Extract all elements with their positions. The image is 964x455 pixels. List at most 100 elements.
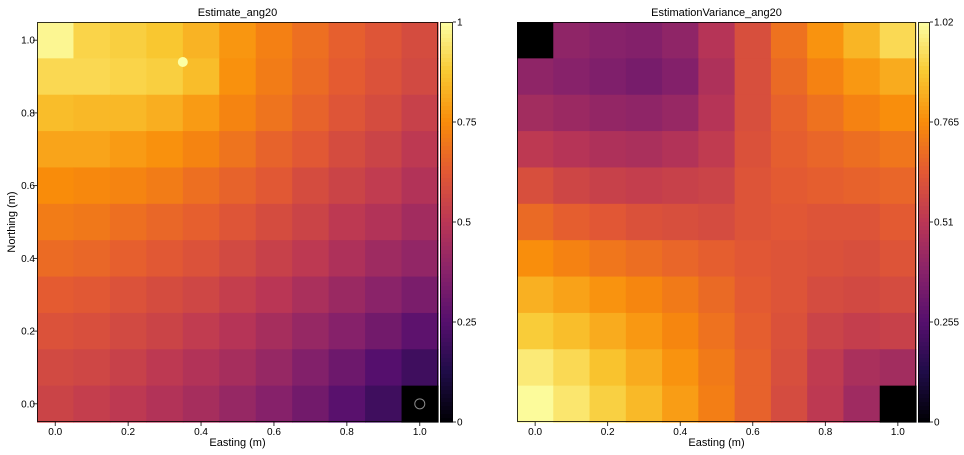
heatmap-cell: [73, 131, 111, 169]
heatmap-cell: [625, 240, 663, 278]
colorbar-segment: [918, 102, 930, 107]
colorbar-segment: [918, 50, 930, 55]
heatmap-cell: [625, 385, 663, 423]
heatmap-cell: [770, 385, 808, 423]
colorbar-segment: [440, 302, 453, 307]
colorbar-tick-label: 0.51: [934, 218, 954, 229]
heatmap-cell: [365, 276, 403, 314]
colorbar-segment: [918, 270, 930, 275]
heatmap-cell: [879, 167, 917, 205]
heatmap-cell: [662, 203, 699, 241]
colorbar-segment: [440, 158, 453, 163]
heatmap-cell: [734, 58, 772, 96]
colorbar-segment: [440, 258, 453, 263]
colorbar-segment: [918, 238, 930, 243]
heatmap-cell: [109, 203, 147, 241]
heatmap-cell: [553, 385, 591, 423]
x-tick-label: 0.0: [528, 427, 542, 438]
heatmap-cell: [182, 240, 220, 278]
x-tick-label: 1.0: [413, 427, 427, 438]
heatmap-cell: [625, 22, 663, 59]
heatmap-cell: [553, 58, 591, 96]
heatmap-cell: [182, 22, 220, 59]
colorbar-segment: [918, 274, 930, 279]
heatmap-cell: [698, 22, 736, 59]
colorbar-segment: [440, 194, 453, 199]
heatmap-cell: [255, 131, 293, 169]
colorbar-segment: [440, 74, 453, 79]
heatmap-cell: [292, 94, 330, 132]
colorbar-segment: [440, 214, 453, 219]
colorbar-segment: [440, 318, 453, 323]
heatmap-cell: [770, 167, 808, 205]
colorbar-segment: [440, 230, 453, 235]
colorbar-segment: [440, 94, 453, 99]
colorbar-segment: [918, 190, 930, 195]
heatmap-cell: [698, 385, 736, 423]
heatmap-cell: [328, 312, 366, 350]
heatmap-cell: [843, 385, 881, 423]
heatmap-cell: [698, 276, 736, 314]
heatmap-cell: [219, 131, 257, 169]
y-tick-label: 1.0: [21, 36, 35, 47]
colorbar-segment: [440, 134, 453, 139]
heatmap-cell: [734, 349, 772, 387]
colorbar-segment: [440, 286, 453, 291]
colorbar-segment: [440, 322, 453, 327]
colorbar-segment: [918, 78, 930, 83]
colorbar-segment: [918, 222, 930, 227]
heatmap-cell: [146, 167, 184, 205]
colorbar-segment: [918, 118, 930, 123]
heatmap-cell: [37, 240, 75, 278]
colorbar-segment: [440, 26, 453, 31]
x-tick-label: 1.0: [891, 427, 905, 438]
heatmap-cell: [401, 276, 439, 314]
heatmap-cell: [662, 240, 699, 278]
heatmap-cell: [255, 276, 293, 314]
heatmap-cell: [146, 349, 184, 387]
colorbar-segment: [440, 326, 453, 331]
heatmap-cell: [365, 58, 403, 96]
colorbar-segment: [918, 106, 930, 111]
colorbar-segment: [918, 366, 930, 371]
colorbar-segment: [440, 370, 453, 375]
heatmap-cell: [292, 203, 330, 241]
colorbar-segment: [440, 366, 453, 371]
x-axis-label: Easting (m): [209, 437, 265, 449]
colorbar-segment: [918, 154, 930, 159]
colorbar-segment: [440, 162, 453, 167]
colorbar-segment: [918, 290, 930, 295]
heatmap-cell: [328, 240, 366, 278]
colorbar-segment: [440, 166, 453, 171]
colorbar-segment: [440, 30, 453, 35]
colorbar-segment: [440, 146, 453, 151]
colorbar-segment: [440, 298, 453, 303]
heatmap-cell: [625, 167, 663, 205]
colorbar-segment: [918, 398, 930, 403]
colorbar-segment: [918, 58, 930, 63]
colorbar-segment: [918, 306, 930, 311]
heatmap-cell: [843, 58, 881, 96]
colorbar-segment: [440, 282, 453, 287]
heatmap-cell: [401, 349, 439, 387]
heatmap-cell: [770, 276, 808, 314]
heatmap-cell: [219, 58, 257, 96]
heatmap-cell: [734, 276, 772, 314]
heatmap-cell: [770, 312, 808, 350]
colorbar-segment: [440, 118, 453, 123]
heatmap-cell: [73, 167, 111, 205]
heatmap-cell: [292, 385, 330, 423]
heatmap-cell: [37, 94, 75, 132]
heatmap-cell: [109, 167, 147, 205]
colorbar-segment: [440, 390, 453, 395]
colorbar-segment: [918, 110, 930, 115]
colorbar-segment: [440, 66, 453, 71]
heatmap-cell: [292, 312, 330, 350]
colorbar-segment: [440, 210, 453, 215]
colorbar-segment: [918, 22, 930, 27]
heatmap-cell: [553, 94, 591, 132]
heatmap-cell: [401, 203, 439, 241]
colorbar-segment: [918, 246, 930, 251]
colorbar-segment: [918, 374, 930, 379]
heatmap-cell: [807, 131, 845, 169]
